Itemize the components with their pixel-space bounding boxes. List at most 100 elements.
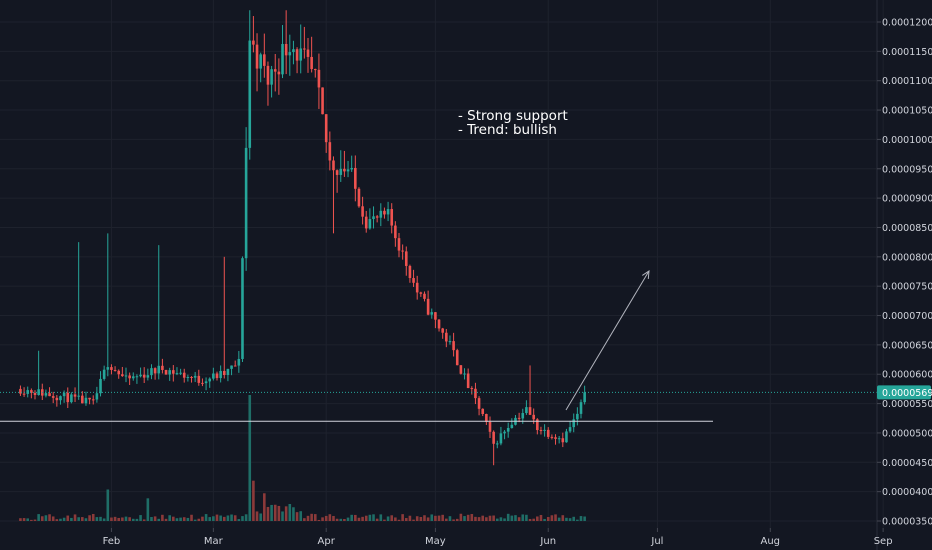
- candle-body: [222, 370, 226, 376]
- candle-body: [161, 365, 164, 370]
- volume-bar: [321, 517, 324, 521]
- candle-body: [412, 278, 415, 283]
- volume-bar: [546, 517, 550, 521]
- volume-bar: [390, 515, 394, 521]
- volume-bar: [164, 518, 168, 521]
- candle-body: [499, 433, 503, 444]
- volume-bar: [197, 518, 201, 521]
- candle-body: [48, 393, 51, 397]
- volume-bar: [430, 514, 434, 521]
- candle-body: [263, 54, 266, 66]
- volume-bar: [350, 514, 353, 521]
- volume-bar: [244, 514, 248, 521]
- candle-body: [288, 52, 292, 56]
- candle-body: [124, 375, 128, 377]
- candle-body: [22, 393, 26, 395]
- volume-bar: [514, 515, 517, 521]
- candle-body: [313, 69, 317, 71]
- volume-bar: [415, 516, 419, 521]
- candle-body: [554, 437, 557, 439]
- trend-arrow-shaft: [565, 270, 650, 411]
- volume-bar: [237, 519, 241, 521]
- volume-bar: [303, 518, 306, 521]
- candle-body: [106, 367, 110, 370]
- volume-bar: [292, 507, 295, 521]
- candle-body: [128, 375, 131, 379]
- volume-bar: [426, 517, 430, 521]
- candle-body: [252, 40, 255, 45]
- candle-body: [430, 312, 434, 315]
- candle-body: [368, 219, 372, 229]
- candle-body: [66, 392, 70, 403]
- candle-body: [73, 394, 77, 397]
- volume-bar: [539, 514, 543, 521]
- volume-bar: [150, 517, 153, 521]
- candle-body: [317, 69, 321, 88]
- candle-body: [88, 397, 91, 400]
- volume-bar: [84, 518, 88, 521]
- volume-bar: [66, 515, 70, 521]
- volume-bar: [142, 519, 146, 521]
- time-axis[interactable]: Feb Mar Apr May Jun Jul Aug Sep: [103, 528, 893, 547]
- volume-bar: [248, 395, 252, 521]
- current-price-tag-bg: [877, 385, 931, 400]
- volume-bar: [394, 517, 397, 521]
- volume-bar: [583, 516, 586, 521]
- candle-body: [350, 167, 353, 170]
- candle-body: [190, 376, 193, 378]
- volume-bar: [139, 515, 142, 521]
- volume-bar: [317, 519, 321, 521]
- volume-bar: [568, 518, 572, 521]
- volume-bar: [455, 518, 459, 521]
- candle-body: [81, 395, 84, 404]
- x-tick-label: May: [425, 536, 446, 547]
- volume-bar: [212, 516, 215, 521]
- candle-body: [150, 368, 153, 376]
- candle-body: [219, 370, 222, 379]
- volume-bar: [73, 514, 77, 521]
- volume-bar: [339, 518, 343, 521]
- volume-bar: [37, 514, 40, 521]
- candle-body: [77, 395, 80, 397]
- candle-body: [379, 210, 383, 218]
- candle-body: [175, 373, 179, 375]
- volume-bar: [281, 511, 284, 521]
- candle-body: [306, 49, 310, 57]
- volume-bar: [19, 518, 22, 521]
- volume-bar: [361, 516, 364, 521]
- candle-body: [230, 365, 233, 369]
- annotation-line-2[interactable]: - Trend: bullish: [458, 122, 557, 138]
- volume-bar: [241, 516, 244, 521]
- volume-bar: [441, 514, 444, 521]
- x-tick-label: Sep: [874, 536, 893, 547]
- volume-bar: [22, 518, 26, 521]
- candle-body: [506, 428, 510, 432]
- trend-arrow[interactable]: [565, 270, 650, 411]
- candle-body: [146, 375, 150, 378]
- volume-bar: [576, 519, 579, 521]
- annotation-line-1[interactable]: - Strong support: [458, 108, 568, 124]
- volume-bar: [295, 512, 299, 521]
- volume-bar: [121, 517, 124, 521]
- volume-bar: [55, 519, 59, 521]
- candle-body: [62, 392, 66, 397]
- candle-body: [550, 436, 554, 438]
- x-tick-label: Aug: [761, 536, 781, 547]
- volume-bar: [517, 517, 521, 521]
- candle-body: [565, 431, 568, 443]
- volume-bar: [477, 517, 481, 521]
- volume-bar: [528, 518, 532, 521]
- candle-body: [437, 319, 441, 329]
- candle-body: [495, 443, 499, 445]
- volume-bar: [252, 480, 255, 521]
- candle-body: [572, 419, 576, 428]
- volume-bar: [485, 517, 488, 521]
- x-tick-label: Feb: [103, 536, 121, 547]
